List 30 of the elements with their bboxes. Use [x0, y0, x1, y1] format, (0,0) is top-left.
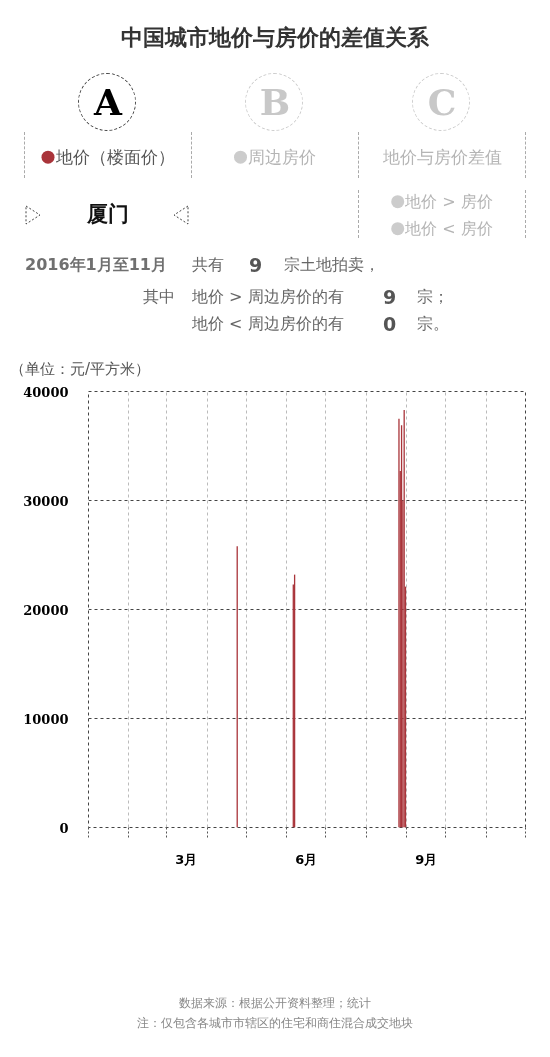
legend-label: 地价（楼面价）: [54, 146, 175, 167]
text: A: [94, 81, 122, 124]
y-tick-label: 20000: [23, 602, 69, 618]
text: 周边房价: [247, 146, 316, 167]
text: 0: [383, 312, 397, 335]
text: 9: [383, 285, 397, 308]
y-tick-label: 40000: [23, 384, 69, 400]
x-tick-label: 9月: [415, 851, 438, 867]
text: 共有: [192, 255, 224, 275]
y-tick-label: 10000: [23, 711, 69, 727]
y-axis-title: （单位：元/平方米）: [10, 359, 151, 378]
source-note: 数据来源：根据公开资料整理；统计: [179, 995, 371, 1010]
text: 地价 < 房价: [404, 219, 493, 239]
chart-subtitle: 厦门: [87, 202, 129, 227]
text: 地价 > 房价: [404, 192, 493, 212]
text: 地价与房价差值: [382, 146, 502, 167]
chart-title: 中国城市地价与房价的差值关系: [121, 24, 429, 51]
text: 2016年1月至11月: [25, 255, 167, 275]
text: 宗土地拍卖，: [284, 255, 380, 275]
y-tick-label: 30000: [23, 493, 69, 509]
y-tick-label: 0: [59, 820, 69, 836]
text: 宗；: [417, 287, 449, 307]
text: 其中: [143, 287, 175, 307]
text: 9: [249, 253, 263, 276]
text: 注：仅包含各城市市辖区的住宅和商住混合成交地块: [137, 1015, 413, 1030]
text: 宗。: [417, 314, 449, 334]
text: 地价 > 周边房价的有: [192, 287, 344, 307]
x-tick-label: 3月: [175, 851, 198, 867]
text: 地价 < 周边房价的有: [192, 314, 344, 334]
x-tick-label: 6月: [295, 851, 318, 867]
